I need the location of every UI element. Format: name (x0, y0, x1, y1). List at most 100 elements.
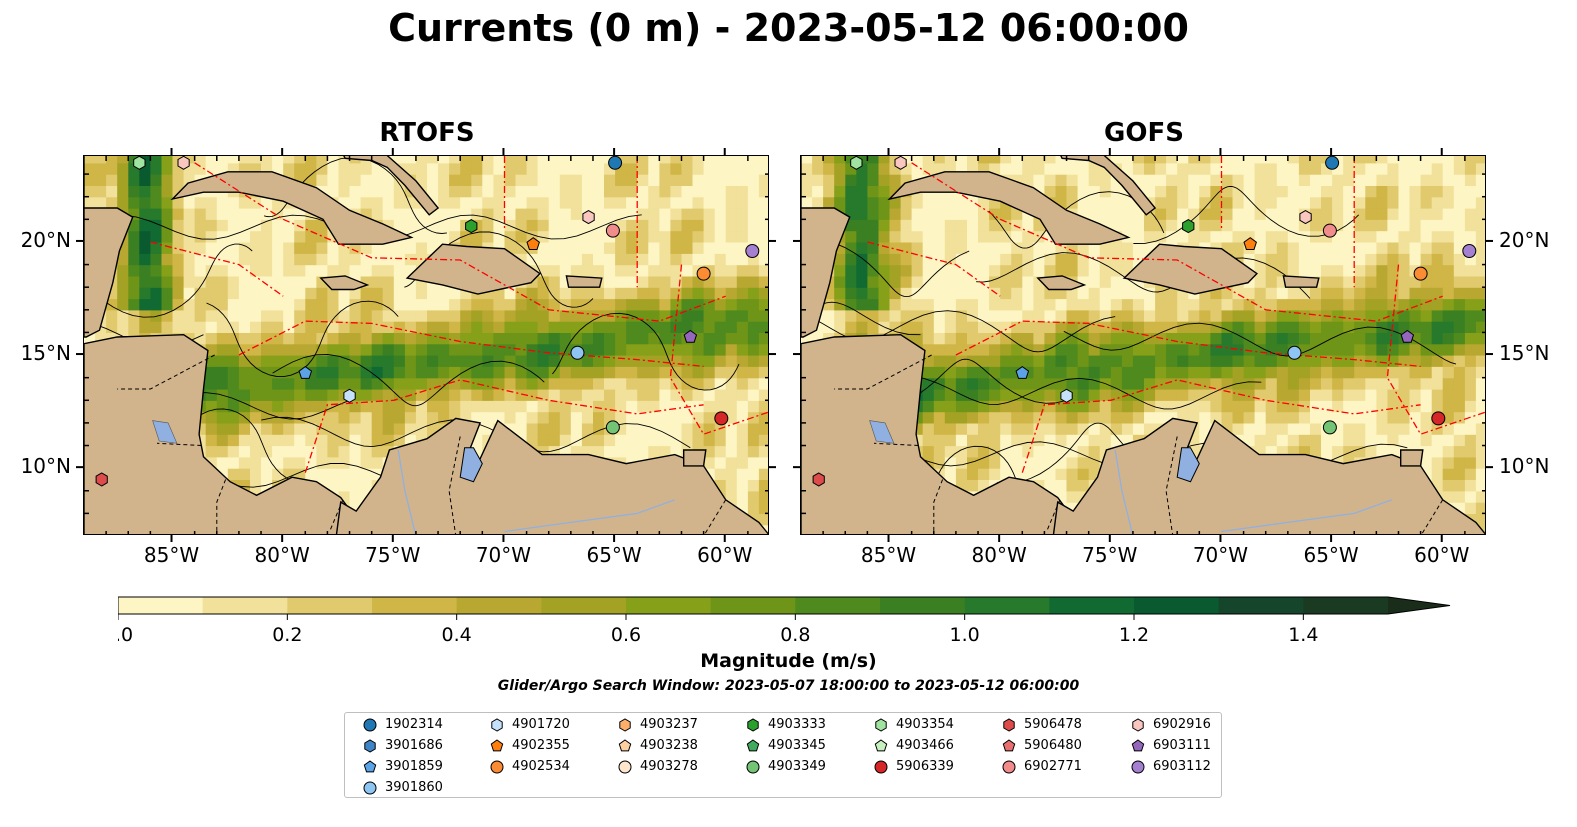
float-marker-1902314[interactable] (1325, 156, 1340, 170)
x-tick-label: 80°W (971, 543, 1027, 567)
float-marker-3901859[interactable] (1015, 365, 1030, 379)
float-marker-4903349[interactable] (605, 420, 620, 435)
legend-marker-icon (1131, 739, 1145, 752)
colorbar-segment (118, 597, 204, 614)
legend-marker-icon (1131, 760, 1145, 774)
legend-label: 4903466 (896, 738, 954, 753)
colorbar-segment (202, 597, 288, 614)
float-marker-3901860[interactable] (1287, 345, 1302, 360)
legend-label: 5906478 (1024, 717, 1082, 732)
float-marker-6902916[interactable] (1299, 210, 1312, 225)
float-marker-6903111[interactable] (1400, 329, 1415, 343)
x-tick-label: 80°W (254, 543, 310, 567)
legend-label: 6903112 (1153, 759, 1211, 774)
float-marker-5906339[interactable] (1431, 411, 1446, 426)
float-marker-6903111[interactable] (683, 329, 698, 343)
x-tick-label: 70°W (475, 543, 532, 567)
legend-marker-icon (746, 760, 760, 774)
colorbar-label: Magnitude (m/s) (700, 650, 877, 672)
float-marker-4901720[interactable] (1060, 388, 1073, 403)
legend-marker-icon (1132, 718, 1144, 732)
float-marker-5906339[interactable] (714, 411, 729, 426)
float-marker-6902916[interactable] (582, 210, 595, 225)
legend-marker-icon (490, 739, 504, 752)
legend-label: 6902916 (1153, 717, 1211, 732)
float-marker-4903354[interactable] (850, 156, 863, 170)
figure-title: Currents (0 m) - 2023-05-12 06:00:00 (388, 6, 1189, 50)
legend-label: 4903349 (768, 759, 826, 774)
legend-marker-icon (363, 760, 377, 773)
legend-marker-icon (618, 739, 632, 752)
rtofs-panel-title: RTOFS (379, 118, 475, 148)
colorbar-tick-label: 1.2 (1119, 624, 1149, 646)
y-tick-label-left: 15°N (20, 341, 71, 366)
colorbar-segment (880, 597, 966, 614)
legend-label: 3901860 (385, 780, 443, 795)
float-marker-6902916[interactable] (894, 156, 907, 170)
rivers (1114, 449, 1393, 534)
colorbar-segment (541, 597, 627, 614)
y-tick-label-left: 10°N (20, 454, 71, 479)
colorbar-tick-label: 0.0 (118, 624, 133, 646)
float-marker-5906478[interactable] (812, 472, 825, 487)
legend-label: 5906480 (1024, 738, 1082, 753)
rtofs-map[interactable] (83, 155, 769, 535)
float-marker-4903354[interactable] (133, 156, 146, 170)
legend-label: 6903111 (1153, 738, 1211, 753)
colorbar-segment (1134, 597, 1220, 614)
legend-marker-icon (364, 739, 376, 753)
float-marker-4902355[interactable] (1243, 237, 1257, 250)
float-marker-6902771[interactable] (605, 223, 620, 238)
legend-marker-icon (747, 718, 759, 732)
float-marker-6902916[interactable] (177, 156, 190, 170)
float-marker-3901860[interactable] (570, 345, 585, 360)
y-tick-label-right: 15°N (1499, 341, 1550, 366)
legend-marker-icon (1003, 718, 1015, 732)
colorbar-tick-label: 0.2 (272, 624, 302, 646)
legend-label: 4903278 (640, 759, 698, 774)
x-tick-label: 65°W (1303, 543, 1359, 567)
legend-label: 4903345 (768, 738, 826, 753)
float-marker-4902355[interactable] (526, 237, 540, 250)
legend-marker-icon (875, 718, 887, 732)
float-marker-4903349[interactable] (1322, 420, 1337, 435)
x-tick-label: 75°W (1082, 543, 1138, 567)
x-tick-label: 60°W (697, 543, 753, 567)
float-marker-4901720[interactable] (343, 388, 356, 403)
legend-label: 5906339 (896, 759, 954, 774)
float-marker-4902534[interactable] (696, 266, 711, 281)
float-marker-6903112[interactable] (1462, 244, 1477, 258)
float-marker-5906478[interactable] (95, 472, 108, 487)
gofs-map[interactable] (800, 155, 1486, 535)
colorbar-segment (1218, 597, 1304, 614)
float-marker-3901859[interactable] (298, 365, 313, 379)
float-marker-1902314[interactable] (608, 156, 623, 170)
colorbar-tick-label: 0.4 (442, 624, 472, 646)
colorbar-segment (456, 597, 542, 614)
legend-label: 1902314 (385, 717, 443, 732)
legend-label: 6902771 (1024, 759, 1082, 774)
country-borders (117, 354, 727, 534)
x-tick-label: 70°W (1192, 543, 1249, 567)
colorbar-segment (795, 597, 881, 614)
legend-marker-icon (491, 718, 503, 732)
colorbar-segment (964, 597, 1050, 614)
float-marker-6903112[interactable] (745, 244, 760, 258)
colorbar-tick-label: 0.8 (780, 624, 810, 646)
colorbar-tick-label: 0.6 (611, 624, 641, 646)
legend-marker-icon (874, 739, 888, 752)
country-borders (834, 354, 1444, 534)
float-marker-4902534[interactable] (1413, 266, 1428, 281)
legend-label: 4903237 (640, 717, 698, 732)
colorbar-segment (372, 597, 458, 614)
float-marker-6902771[interactable] (1322, 223, 1337, 238)
colorbar-tick-label: 1.4 (1288, 624, 1318, 646)
colorbar: 0.0 0.2 0.4 0.6 0.8 1.0 1.2 1.4 (103, 596, 1458, 660)
y-tick-label-right: 20°N (1499, 227, 1550, 252)
y-tick-label-right: 10°N (1499, 454, 1550, 479)
float-marker-4903333[interactable] (465, 219, 478, 234)
legend-label: 4901720 (512, 717, 570, 732)
float-marker-4903333[interactable] (1182, 219, 1195, 234)
colorbar-segment (1049, 597, 1135, 614)
legend-marker-icon (363, 781, 377, 795)
